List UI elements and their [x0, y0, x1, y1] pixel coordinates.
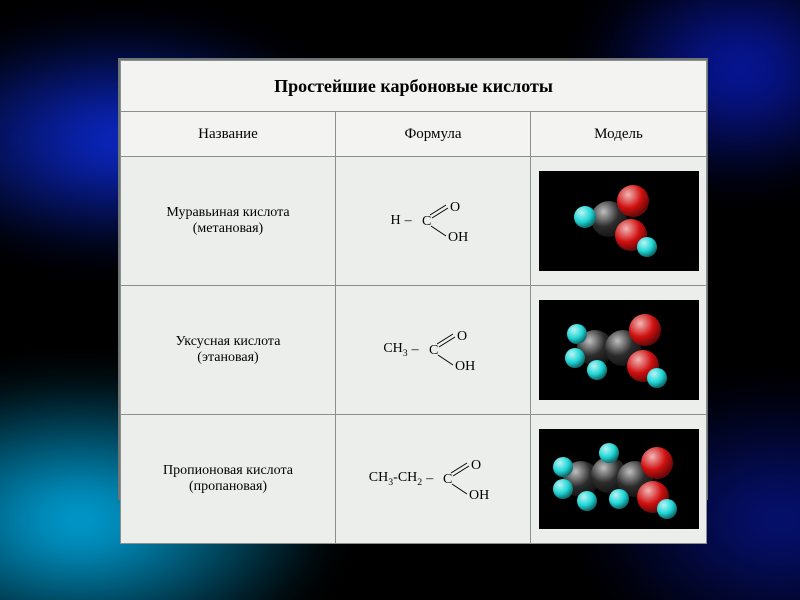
model-cell: [531, 415, 707, 544]
acid-name-cell: Муравьиная кислота(метановая): [121, 157, 336, 286]
svg-text:O: O: [457, 329, 467, 344]
acid-name-alt: (пропановая): [127, 479, 329, 495]
acid-name-cell: Уксусная кислота(этановая): [121, 286, 336, 415]
acid-name-cell: Пропионовая кислота(пропановая): [121, 415, 336, 544]
column-header: Модель: [531, 112, 707, 157]
model-cell: [531, 286, 707, 415]
svg-text:OH: OH: [469, 488, 489, 503]
molecule-model: [539, 171, 699, 271]
svg-text:O: O: [471, 458, 481, 473]
svg-text:C: C: [429, 343, 438, 358]
acid-name-alt: (метановая): [127, 221, 329, 237]
svg-text:OH: OH: [448, 230, 468, 245]
formula-cell: H–COOH: [336, 157, 531, 286]
acid-name-alt: (этановая): [127, 350, 329, 366]
svg-text:C: C: [422, 214, 431, 229]
table-row: Муравьиная кислота(метановая)H–COOH: [121, 157, 707, 286]
table-row: Уксусная кислота(этановая)CH3–COOH: [121, 286, 707, 415]
acid-name: Уксусная кислота: [127, 334, 329, 350]
column-header: Название: [121, 112, 336, 157]
svg-text:O: O: [450, 200, 460, 215]
acid-name: Пропионовая кислота: [127, 463, 329, 479]
stage: Простейшие карбоновые кислотыНазваниеФор…: [0, 0, 800, 600]
formula-cell: CH3-CH2–COOH: [336, 415, 531, 544]
column-header: Формула: [336, 112, 531, 157]
table-title: Простейшие карбоновые кислоты: [121, 61, 707, 112]
acids-table: Простейшие карбоновые кислотыНазваниеФор…: [118, 58, 708, 500]
model-cell: [531, 157, 707, 286]
acid-name: Муравьиная кислота: [127, 205, 329, 221]
molecule-model: [539, 429, 699, 529]
molecule-model: [539, 300, 699, 400]
table: Простейшие карбоновые кислотыНазваниеФор…: [120, 60, 707, 544]
table-row: Пропионовая кислота(пропановая)CH3-CH2–C…: [121, 415, 707, 544]
svg-text:OH: OH: [455, 359, 475, 374]
svg-text:C: C: [443, 472, 452, 487]
formula-cell: CH3–COOH: [336, 286, 531, 415]
